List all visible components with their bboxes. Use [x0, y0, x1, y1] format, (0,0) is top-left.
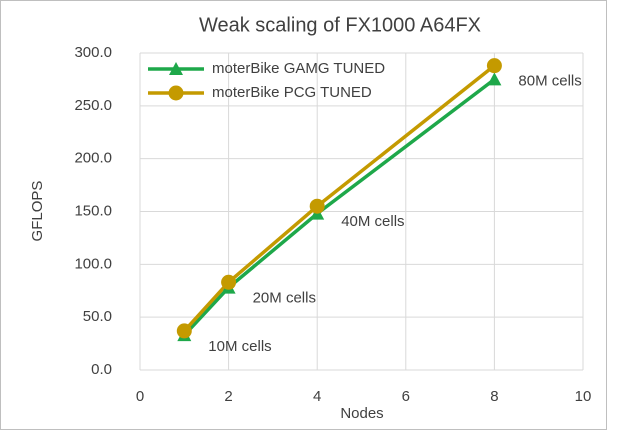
y-tick-label: 0.0	[91, 361, 112, 378]
marker	[221, 274, 237, 290]
annotation: 10M cells	[208, 338, 271, 355]
chart-title: Weak scaling of FX1000 A64FX	[199, 14, 481, 36]
x-tick-label: 6	[402, 388, 410, 405]
annotation: 80M cells	[518, 73, 581, 90]
y-tick-label: 250.0	[74, 97, 112, 114]
marker	[176, 323, 192, 339]
x-axis-label: Nodes	[340, 405, 383, 422]
y-tick-label: 200.0	[74, 150, 112, 167]
y-tick-label: 150.0	[74, 202, 112, 219]
y-tick-label: 300.0	[74, 44, 112, 61]
x-tick-label: 10	[575, 388, 592, 405]
x-tick-label: 2	[224, 388, 232, 405]
line-series	[183, 78, 496, 337]
legend-marker	[169, 62, 183, 75]
chart-border	[0, 0, 607, 430]
marker	[486, 58, 502, 74]
legend-label: moterBike GAMG TUNED	[212, 60, 385, 77]
x-tick-label: 0	[136, 388, 144, 405]
y-tick-label: 100.0	[74, 255, 112, 272]
annotation: 20M cells	[253, 289, 316, 306]
y-tick-label: 50.0	[83, 308, 112, 325]
x-tick-label: 8	[490, 388, 498, 405]
legend-label: moterBike PCG TUNED	[212, 84, 372, 101]
marker	[309, 198, 325, 214]
y-axis-label: GFLOPS	[29, 181, 46, 242]
legend-marker	[168, 85, 184, 101]
annotation: 40M cells	[341, 213, 404, 230]
x-tick-label: 4	[313, 388, 321, 405]
line-series	[183, 64, 496, 333]
marker	[487, 72, 502, 86]
